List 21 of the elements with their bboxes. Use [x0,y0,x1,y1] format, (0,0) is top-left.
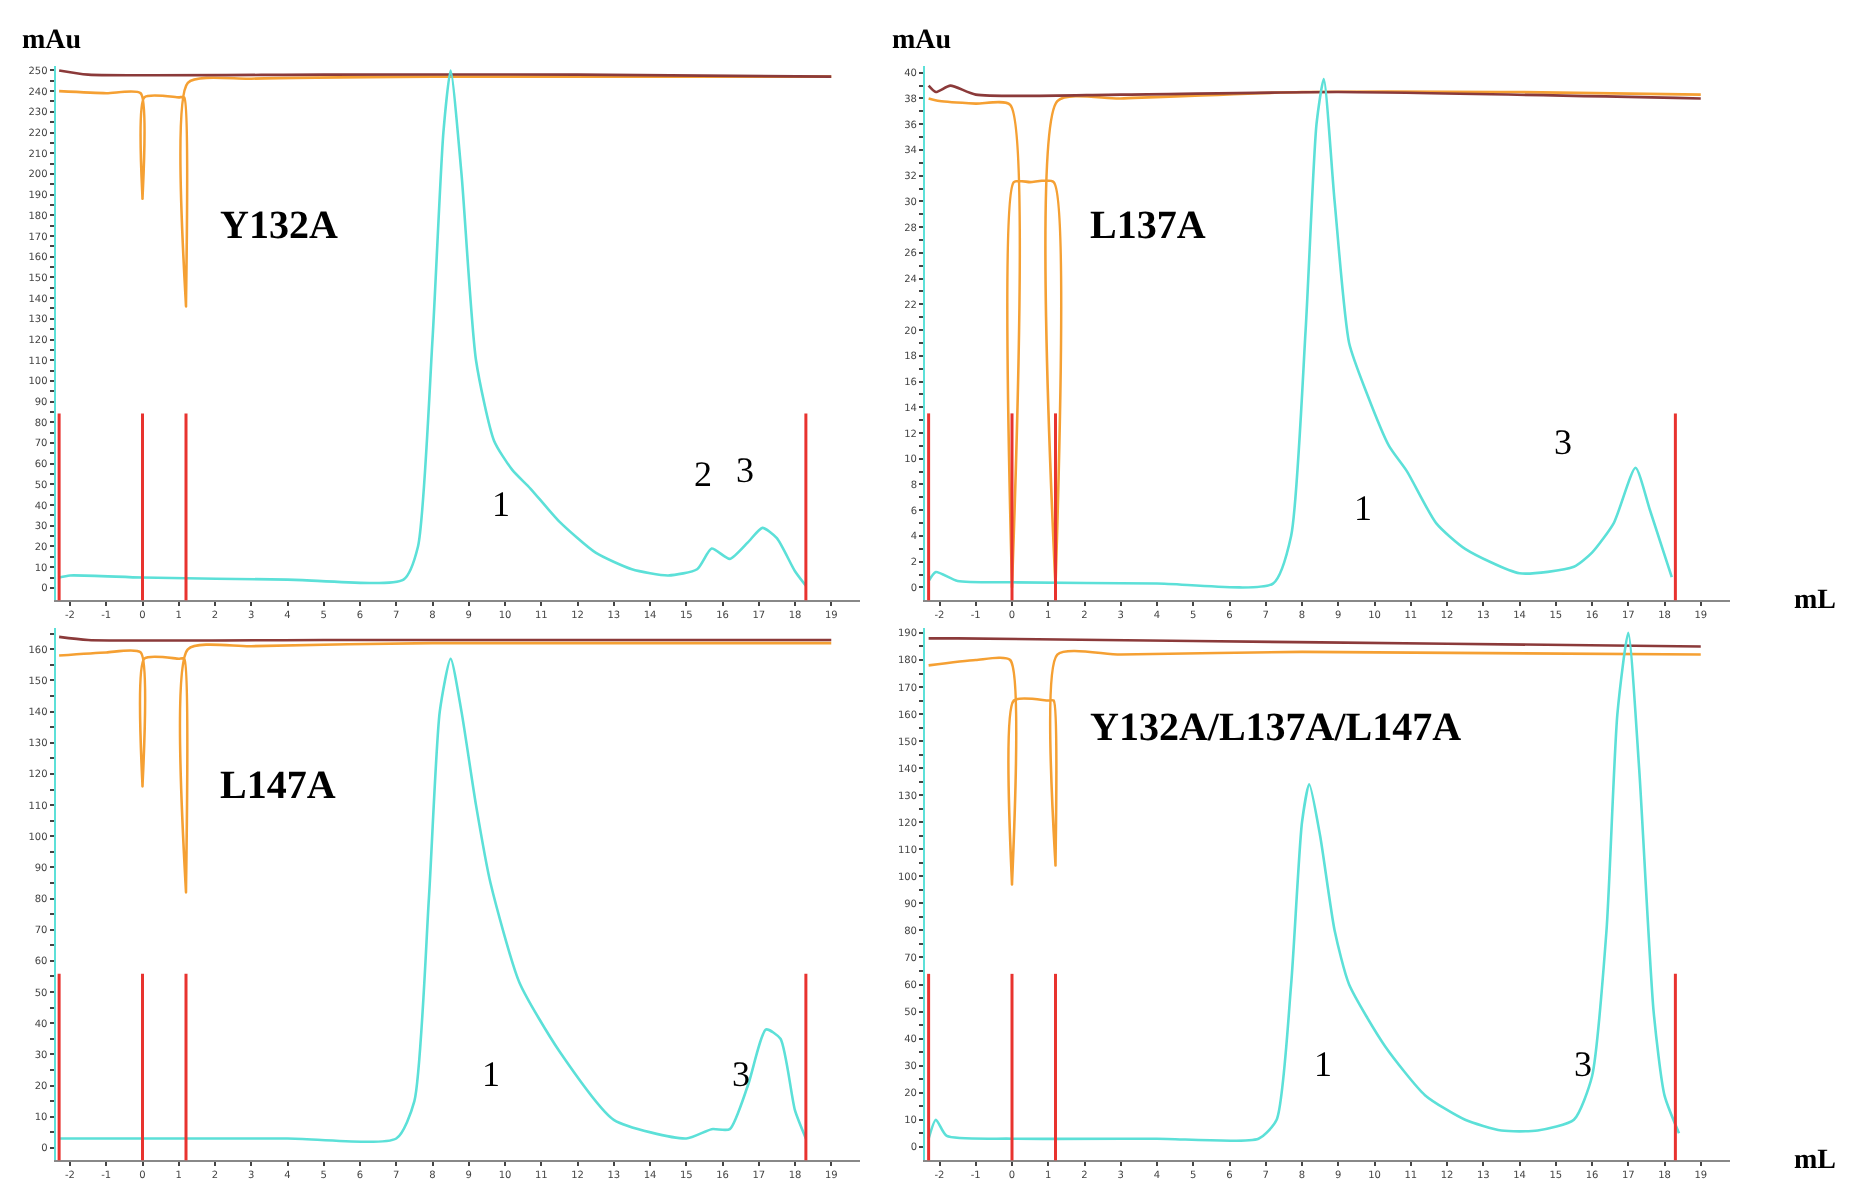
line-series [57,69,808,588]
line-series [927,84,1703,100]
annotation: 1 [492,484,510,524]
annotation: 3 [1574,1044,1592,1084]
x-axis-title: mL [1794,1146,1836,1176]
annotation: 2 [694,454,712,494]
text: Y132A [220,204,339,248]
text: L137A [1090,204,1207,248]
annotation: 3 [732,1054,750,1094]
y-axis-title: mAu [892,26,952,56]
line-series [57,641,833,894]
annotation: 1 [1314,1044,1332,1084]
annotation: 3 [736,450,754,490]
text: L147A [220,764,337,808]
y-axis-title: mAu [22,26,82,56]
annotation: 1 [482,1054,500,1094]
annotation: 3 [1554,422,1572,462]
text: Y132A/L137A/L147A [1090,706,1463,750]
annotation: 1 [1354,488,1372,528]
line-series [927,649,1703,886]
x-axis-title: mL [1794,586,1836,616]
